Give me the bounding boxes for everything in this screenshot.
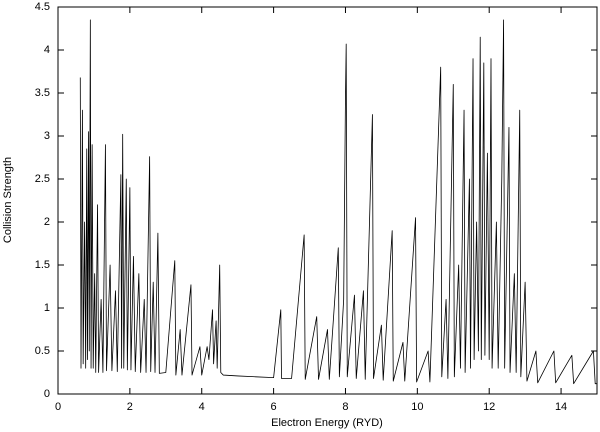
x-tick-label: 2 bbox=[127, 401, 133, 413]
y-tick-label: 3.5 bbox=[35, 87, 50, 99]
x-tick-label: 14 bbox=[555, 401, 567, 413]
y-tick-label: 4 bbox=[44, 44, 50, 56]
x-tick-label: 10 bbox=[411, 401, 423, 413]
data-line bbox=[79, 19, 597, 385]
x-tick-label: 6 bbox=[271, 401, 277, 413]
y-tick-label: 2 bbox=[44, 216, 50, 228]
y-axis-label: Collision Strength bbox=[2, 157, 14, 243]
plot-frame bbox=[57, 6, 598, 395]
y-tick-label: 1 bbox=[44, 302, 50, 314]
y-tick-label: 2.5 bbox=[35, 173, 50, 185]
x-tick-label: 8 bbox=[342, 401, 348, 413]
x-tick-label: 12 bbox=[483, 401, 495, 413]
y-tick-label: 3 bbox=[44, 130, 50, 142]
x-axis-label: Electron Energy (RYD) bbox=[271, 417, 383, 429]
y-tick-label: 0 bbox=[44, 388, 50, 400]
y-tick-label: 4.5 bbox=[35, 1, 50, 13]
x-tick-label: 4 bbox=[199, 401, 205, 413]
y-tick-label: 1.5 bbox=[35, 259, 50, 271]
x-tick-label: 0 bbox=[55, 401, 61, 413]
y-tick-label: 0.5 bbox=[35, 345, 50, 357]
